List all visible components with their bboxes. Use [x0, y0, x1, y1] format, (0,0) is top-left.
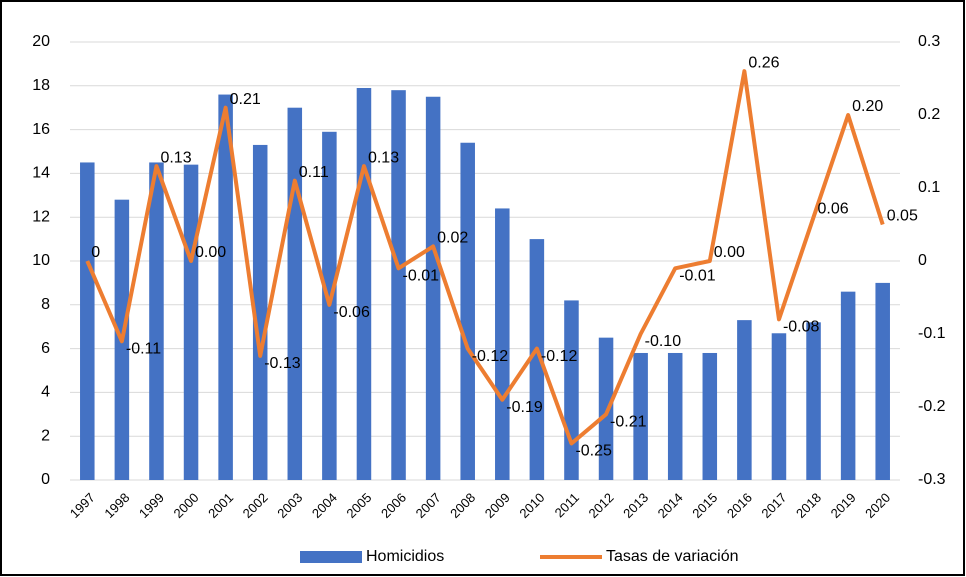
y2-tick-label: 0.1	[918, 179, 940, 196]
bar	[218, 94, 233, 480]
data-label: -0.08	[783, 319, 820, 336]
line	[85, 69, 885, 446]
bar	[495, 208, 510, 480]
data-label: -0.10	[645, 333, 682, 350]
y2-tick-label: -0.3	[918, 471, 946, 488]
data-label: 0.13	[160, 149, 191, 166]
bar	[252, 144, 268, 480]
data-label: 0.00	[195, 244, 226, 261]
bar	[391, 90, 406, 481]
y-tick-label: 14	[32, 165, 50, 182]
data-label: -0.25	[575, 443, 612, 460]
y-tick-label: 6	[41, 340, 50, 357]
data-label: 0	[91, 244, 100, 261]
data-label: -0.13	[264, 355, 301, 372]
bar	[425, 96, 441, 480]
bar	[633, 352, 648, 480]
data-label: -0.11	[126, 341, 161, 358]
y2-tick-label: -0.2	[918, 398, 946, 415]
bar	[149, 162, 164, 480]
bar	[598, 337, 614, 480]
y-tick-label: 18	[32, 77, 50, 94]
y-tick-label: 12	[32, 208, 50, 225]
legend-label: Homicidios	[366, 548, 444, 565]
bar	[702, 352, 718, 480]
bar	[840, 291, 856, 480]
data-label: 0.26	[748, 54, 779, 71]
data-label: -0.06	[333, 304, 370, 321]
bar	[875, 282, 890, 480]
bar	[737, 320, 752, 480]
bar	[183, 164, 199, 480]
bar	[806, 322, 821, 480]
y2-tick-label: 0.3	[918, 33, 940, 50]
y-tick-label: 16	[32, 121, 50, 138]
y-tick-label: 4	[41, 384, 50, 401]
bar	[460, 142, 475, 481]
legend-swatch	[300, 551, 362, 563]
bar	[667, 352, 683, 480]
bar	[771, 333, 787, 480]
bar	[80, 162, 95, 480]
data-label: -0.01	[679, 268, 716, 285]
legend-label: Tasas de variación	[606, 548, 739, 565]
bar	[529, 239, 545, 480]
data-label: 0.00	[714, 244, 745, 261]
data-label: 0.13	[368, 149, 399, 166]
data-label: -0.19	[506, 399, 543, 416]
y2-tick-label: 0.2	[918, 106, 940, 123]
y2-tick-label: -0.1	[918, 325, 946, 342]
y-tick-label: 20	[32, 33, 50, 50]
y-tick-label: 10	[32, 252, 50, 269]
y-tick-label: 2	[41, 427, 50, 444]
data-label: 0.06	[818, 200, 849, 217]
y2-tick-label: 0	[918, 252, 927, 269]
data-label: 0.05	[887, 208, 918, 225]
data-label: -0.21	[610, 414, 647, 431]
data-label: -0.12	[541, 348, 578, 365]
data-label: -0.12	[472, 348, 509, 365]
data-label: 0.20	[852, 98, 883, 115]
data-label: 0.11	[299, 164, 329, 181]
y-tick-label: 0	[41, 471, 50, 488]
bar	[356, 87, 372, 481]
data-label: -0.01	[403, 268, 440, 285]
y-tick-label: 8	[41, 296, 50, 313]
data-label: 0.21	[230, 91, 261, 108]
data-label: 0.02	[437, 230, 468, 247]
